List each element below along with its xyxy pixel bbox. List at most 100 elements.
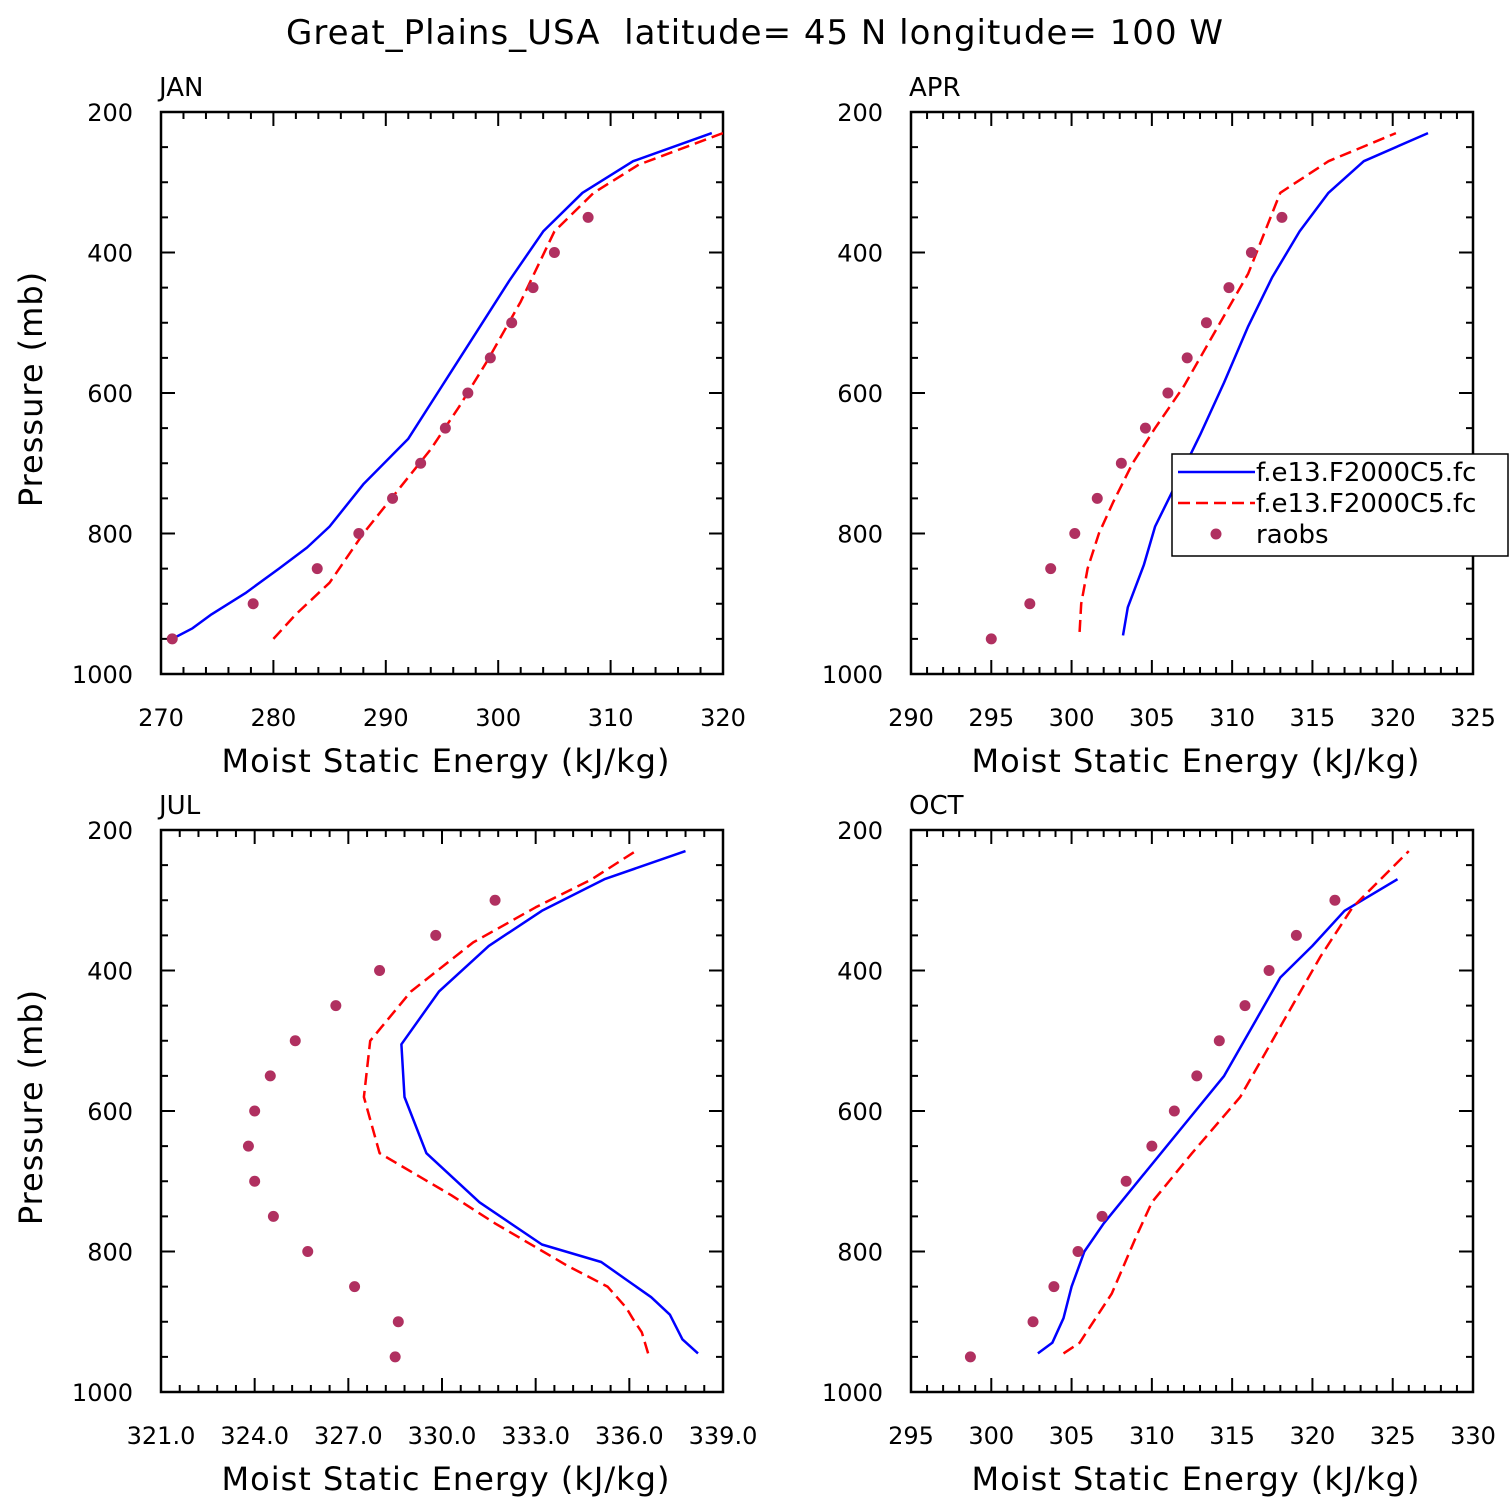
model-line-dashed bbox=[1078, 131, 1397, 632]
model-line-dashed bbox=[272, 131, 723, 640]
obs-point bbox=[349, 1281, 361, 1293]
y-tick-label: 400 bbox=[87, 240, 133, 268]
x-tick-label: 305 bbox=[1129, 704, 1175, 732]
obs-point bbox=[1168, 1105, 1180, 1117]
y-tick-label: 400 bbox=[837, 240, 883, 268]
panel-title: JUL bbox=[157, 791, 201, 821]
obs-point bbox=[249, 1175, 261, 1187]
x-tick-label: 300 bbox=[968, 1422, 1014, 1450]
obs-point bbox=[1191, 1070, 1203, 1082]
y-tick-label: 600 bbox=[87, 1098, 133, 1126]
x-tick-label: 320 bbox=[700, 704, 746, 732]
panel-jan: 270 280 290 300 310 320 200 400 600 800 1000 JAN Moi… bbox=[12, 73, 746, 780]
x-axis-label: Moist Static Energy (kJ/kg) bbox=[972, 1460, 1421, 1498]
obs-point bbox=[374, 965, 386, 976]
x-tick-label: 330 bbox=[1450, 1422, 1496, 1450]
x-tick-label: 320 bbox=[1290, 1422, 1336, 1450]
obs-point bbox=[1276, 211, 1288, 223]
obs-point bbox=[430, 929, 442, 941]
y-tick-label: 800 bbox=[837, 1239, 883, 1267]
obs-point bbox=[964, 1351, 976, 1363]
panel-title: JAN bbox=[157, 73, 203, 103]
obs-point bbox=[484, 352, 496, 364]
y-tick-label: 200 bbox=[837, 817, 883, 845]
model-line-dashed bbox=[1062, 850, 1410, 1355]
obs-point bbox=[548, 247, 560, 258]
legend-label: f.e13.F2000C5.fc bbox=[1256, 458, 1476, 488]
legend-label: raobs bbox=[1256, 520, 1329, 550]
obs-point bbox=[249, 1105, 261, 1117]
panel-jul: 321.0 324.0 327.0 330.0 333.0 336.0 339.0 200 40… bbox=[12, 791, 757, 1498]
obs-point bbox=[1329, 894, 1341, 906]
obs-point bbox=[1263, 965, 1275, 976]
x-tick-label: 280 bbox=[250, 704, 296, 732]
y-axis-label: Pressure (mb) bbox=[12, 271, 50, 507]
x-tick-label: 333.0 bbox=[501, 1422, 570, 1450]
x-tick-label: 305 bbox=[1049, 1422, 1095, 1450]
x-tick-label: 310 bbox=[1209, 704, 1255, 732]
x-tick-label: 327.0 bbox=[314, 1422, 383, 1450]
obs-point bbox=[247, 598, 259, 610]
y-tick-label: 800 bbox=[87, 1239, 133, 1267]
y-tick-label: 600 bbox=[87, 380, 133, 408]
series-group bbox=[242, 849, 699, 1363]
y-tick-label: 200 bbox=[837, 99, 883, 127]
series-group bbox=[985, 131, 1429, 645]
panel-oct: 295 300 305 310 315 320 325 330 200 400 600 800 1000… bbox=[822, 791, 1496, 1498]
model-line-dashed bbox=[362, 850, 650, 1354]
obs-point bbox=[242, 1140, 254, 1152]
y-tick-label: 1000 bbox=[72, 661, 133, 689]
figure-title: Great_Plains_USA latitude= 45 N longitud… bbox=[286, 13, 1224, 53]
x-tick-label: 300 bbox=[1049, 704, 1095, 732]
plot-frame bbox=[159, 110, 725, 676]
y-tick-label: 1000 bbox=[822, 1379, 883, 1407]
x-tick-label: 315 bbox=[1209, 1422, 1255, 1450]
series-group bbox=[964, 850, 1410, 1363]
obs-point bbox=[1239, 1000, 1251, 1012]
y-tick-label: 1000 bbox=[822, 661, 883, 689]
obs-point bbox=[415, 457, 427, 469]
obs-point bbox=[506, 317, 518, 329]
legend-label: f.e13.F2000C5.fc bbox=[1256, 489, 1476, 519]
x-tick-label: 290 bbox=[363, 704, 409, 732]
x-axis-label: Moist Static Energy (kJ/kg) bbox=[222, 1460, 671, 1498]
model-line-solid bbox=[1037, 878, 1399, 1355]
obs-point bbox=[389, 1351, 401, 1363]
x-tick-label: 270 bbox=[138, 704, 184, 732]
model-line-solid bbox=[171, 131, 713, 641]
obs-point bbox=[1162, 387, 1174, 399]
legend-marker bbox=[1210, 528, 1222, 540]
obs-point bbox=[1146, 1140, 1158, 1152]
obs-point bbox=[1048, 1281, 1060, 1293]
obs-point bbox=[1213, 1035, 1225, 1047]
obs-point bbox=[1120, 1175, 1132, 1187]
y-tick-label: 800 bbox=[87, 521, 133, 549]
obs-point bbox=[985, 633, 997, 645]
obs-point bbox=[1096, 1210, 1108, 1222]
plot-frame bbox=[909, 828, 1475, 1394]
x-tick-label: 310 bbox=[1129, 1422, 1175, 1450]
obs-point bbox=[311, 563, 323, 575]
plot-frame bbox=[159, 828, 725, 1394]
panel-title: APR bbox=[909, 73, 961, 103]
obs-point bbox=[489, 894, 501, 906]
x-tick-label: 295 bbox=[968, 704, 1014, 732]
model-line-solid bbox=[1121, 131, 1429, 636]
series-group bbox=[166, 131, 723, 645]
x-tick-label: 339.0 bbox=[689, 1422, 758, 1450]
model-line-solid bbox=[400, 849, 699, 1355]
x-tick-label: 325 bbox=[1450, 704, 1496, 732]
x-tick-label: 325 bbox=[1370, 1422, 1416, 1450]
y-tick-label: 600 bbox=[837, 380, 883, 408]
obs-point bbox=[392, 1316, 404, 1328]
panel-title: OCT bbox=[909, 791, 964, 821]
obs-point bbox=[1115, 457, 1127, 469]
obs-point bbox=[462, 387, 474, 399]
y-tick-label: 600 bbox=[837, 1098, 883, 1126]
obs-point bbox=[166, 633, 178, 645]
obs-point bbox=[302, 1246, 314, 1257]
obs-point bbox=[289, 1035, 301, 1047]
x-tick-label: 320 bbox=[1370, 704, 1416, 732]
x-tick-label: 295 bbox=[888, 1422, 934, 1450]
obs-point bbox=[1181, 352, 1193, 364]
